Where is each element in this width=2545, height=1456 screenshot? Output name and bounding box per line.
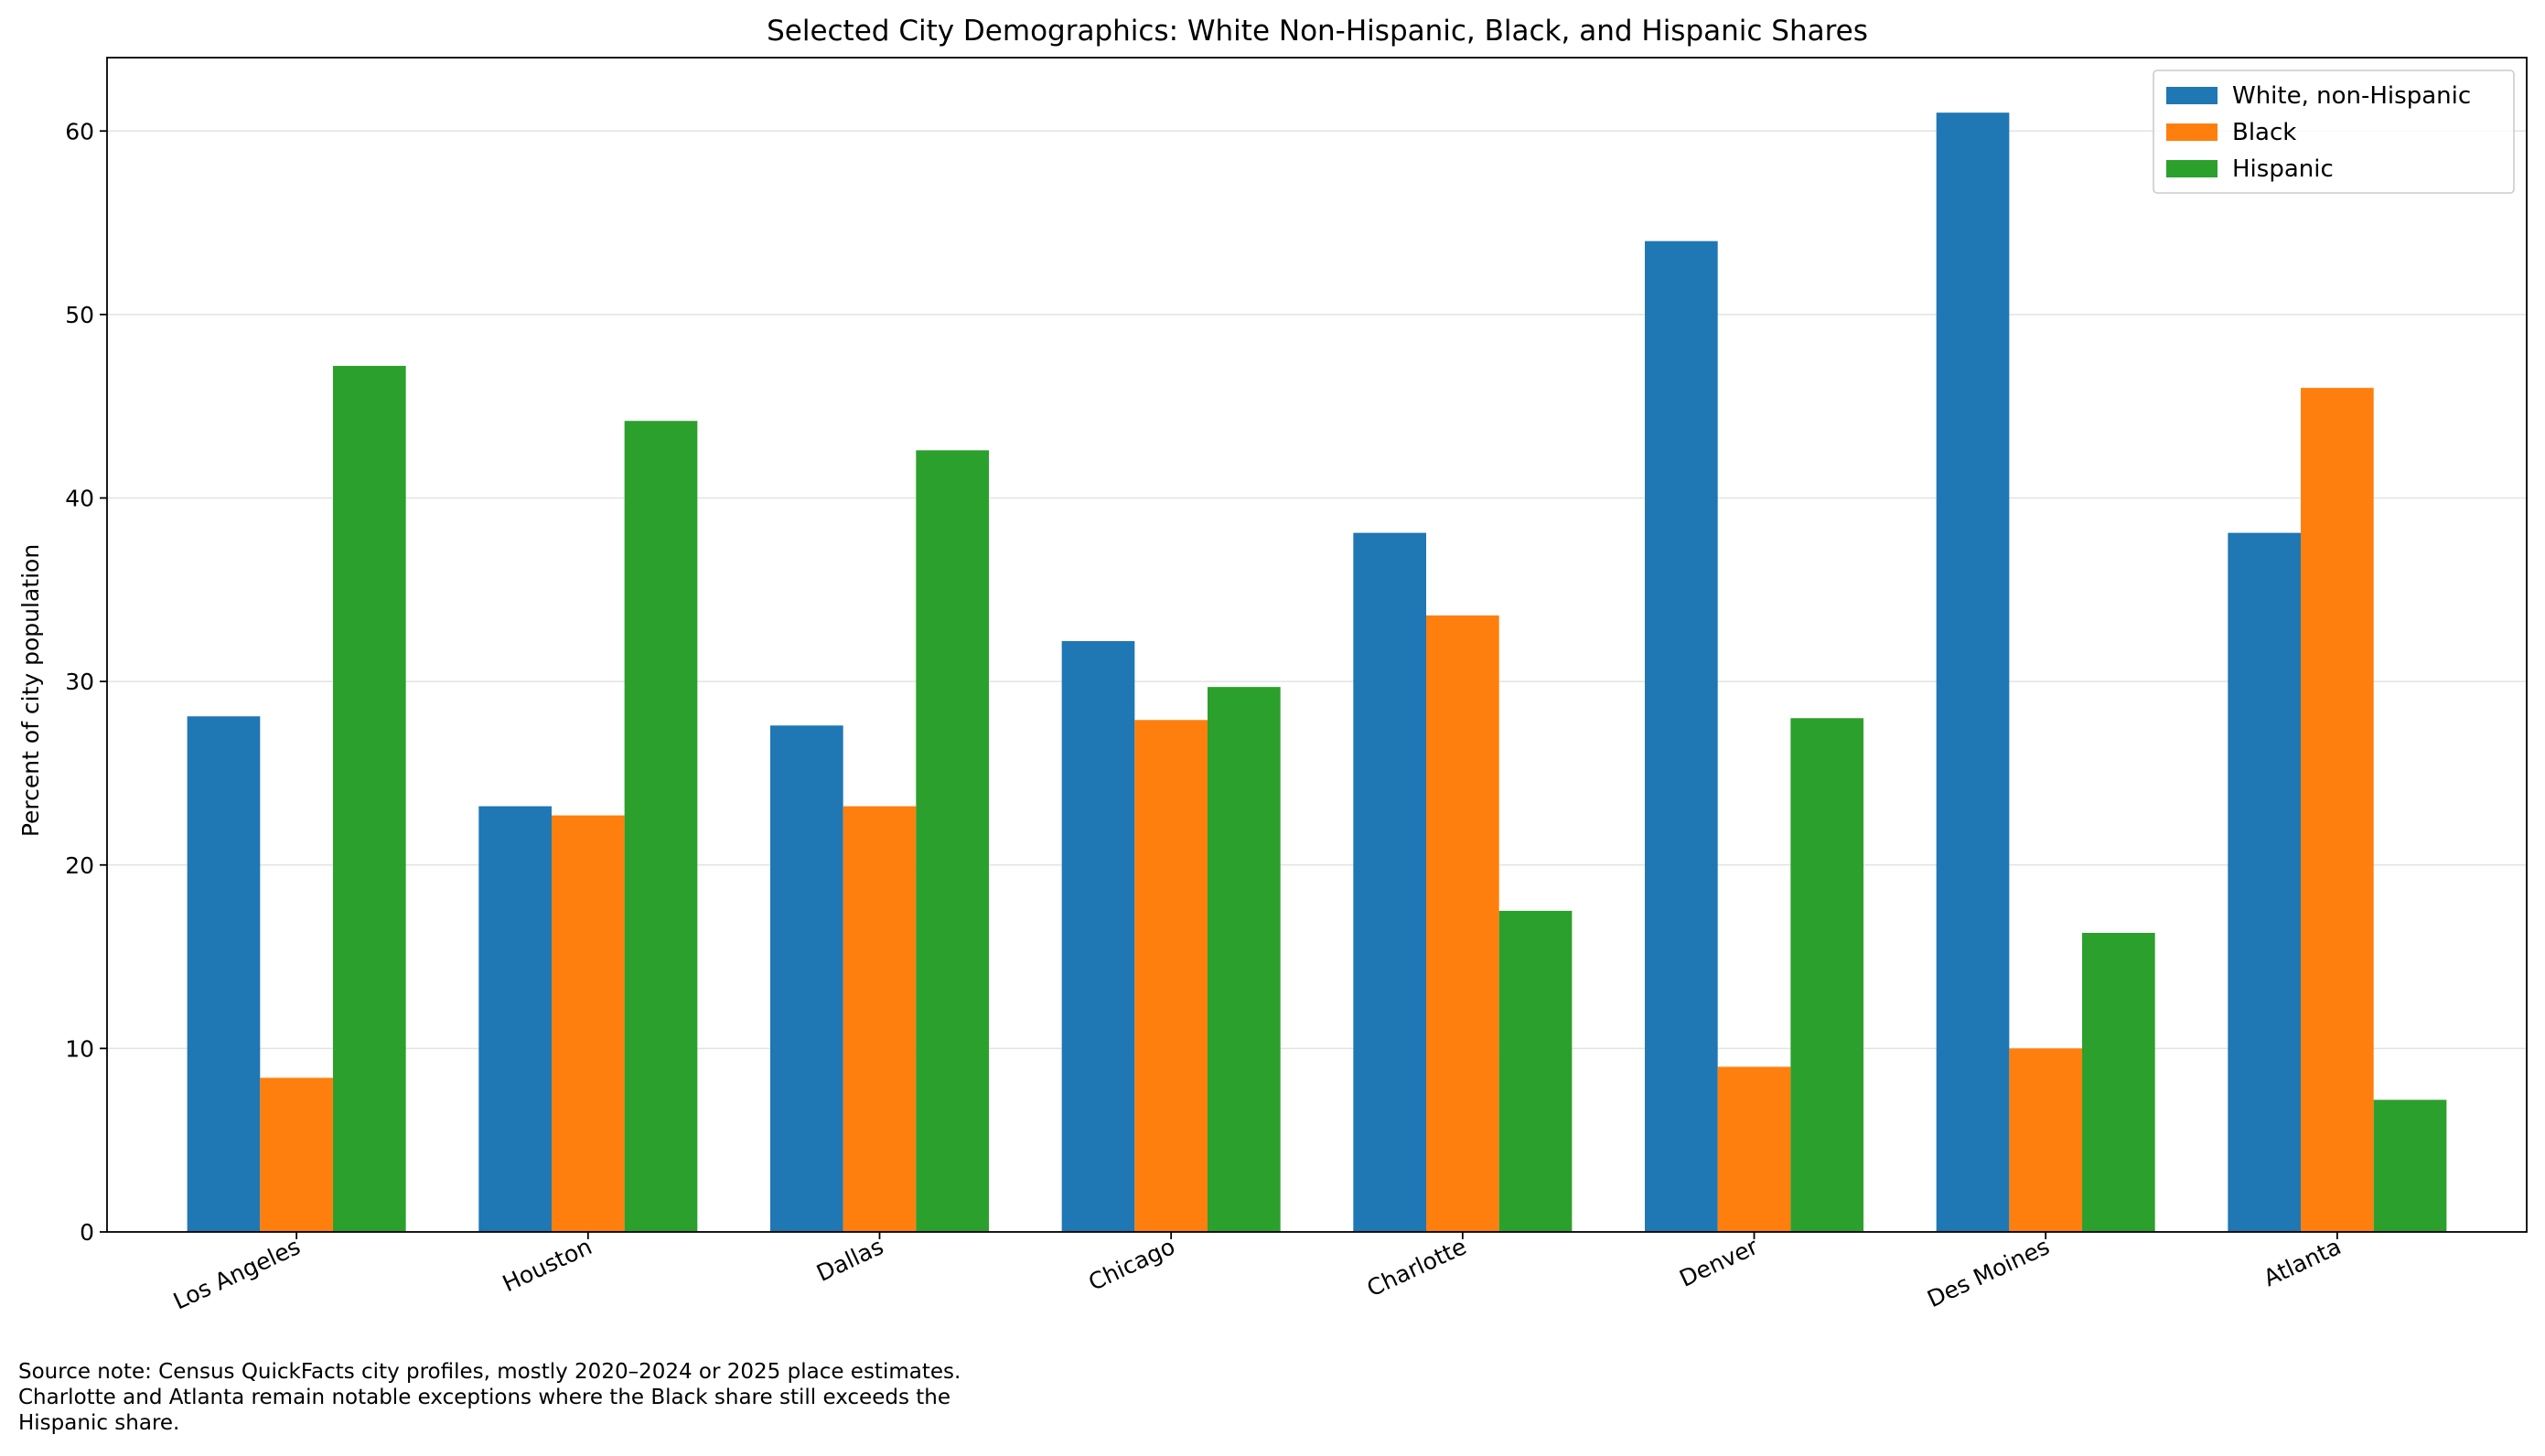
x-tick-label-des-moines: Des Moines — [1923, 1233, 2053, 1312]
y-tick-label-4: 40 — [65, 486, 94, 512]
bar-chicago-series-1 — [1134, 720, 1208, 1232]
legend-label-1: Black — [2232, 119, 2296, 146]
bar-houston-series-1 — [551, 815, 625, 1232]
source-note-line-2: Charlotte and Atlanta remain notable exc… — [18, 1386, 950, 1409]
source-note-line-1: Source note: Census QuickFacts city prof… — [18, 1360, 961, 1384]
legend-label-2: Hispanic — [2232, 155, 2334, 183]
source-note-line-3: Hispanic share. — [18, 1411, 180, 1435]
bar-charlotte-series-2 — [1498, 910, 1573, 1232]
bar-charlotte-series-1 — [1426, 615, 1499, 1232]
bar-denver-series-1 — [1717, 1066, 1791, 1232]
legend-swatch-1 — [2166, 123, 2217, 141]
y-tick-label-3: 30 — [65, 669, 94, 695]
bar-atlanta-series-0 — [2228, 532, 2302, 1232]
y-tick-label-2: 20 — [65, 852, 94, 879]
y-tick-label-0: 0 — [80, 1219, 94, 1246]
bar-houston-series-0 — [478, 806, 552, 1232]
bar-atlanta-series-2 — [2373, 1099, 2447, 1232]
x-tick-label-houston: Houston — [499, 1233, 596, 1297]
x-tick-label-atlanta: Atlanta — [2260, 1233, 2346, 1291]
legend-box — [2153, 70, 2515, 194]
bar-atlanta-series-1 — [2301, 388, 2374, 1233]
bar-denver-series-2 — [1790, 718, 1864, 1232]
y-axis-label: Percent of city population — [17, 544, 44, 837]
bar-dallas-series-1 — [843, 806, 917, 1232]
bar-charlotte-series-0 — [1353, 532, 1426, 1232]
x-tick-label-chicago: Chicago — [1084, 1233, 1178, 1296]
bar-chicago-series-2 — [1208, 687, 1281, 1232]
chart-title: Selected City Demographics: White Non-Hi… — [767, 15, 1868, 48]
y-tick-label-6: 60 — [65, 118, 94, 145]
bar-denver-series-0 — [1645, 241, 1718, 1233]
bar-chicago-series-0 — [1061, 640, 1135, 1232]
bar-los-angeles-series-2 — [332, 366, 406, 1232]
bar-des-moines-series-0 — [1936, 112, 2010, 1233]
plot-frame — [106, 57, 2528, 1233]
bars-group — [187, 112, 2447, 1233]
bar-los-angeles-series-0 — [187, 716, 261, 1232]
y-tick-label-5: 50 — [65, 302, 94, 328]
bar-dallas-series-2 — [916, 450, 989, 1233]
grid-lines — [107, 130, 2527, 1233]
bar-des-moines-series-2 — [2082, 932, 2155, 1232]
legend-swatch-2 — [2166, 160, 2217, 177]
legend: White, non-Hispanic Black Hispanic — [2153, 70, 2515, 194]
legend-swatch-0 — [2166, 87, 2217, 104]
x-tick-label-los-angeles: Los Angeles — [169, 1233, 305, 1314]
x-tick-label-dallas: Dallas — [812, 1233, 887, 1287]
bar-des-moines-series-1 — [2009, 1048, 2083, 1233]
x-tick-label-denver: Denver — [1675, 1233, 1762, 1292]
axes: 0 10 20 30 40 50 60 Los Angeles Houston Dallas Chi… — [65, 57, 2528, 1315]
bar-dallas-series-0 — [769, 725, 843, 1232]
x-tick-label-charlotte: Charlotte — [1363, 1233, 1471, 1301]
y-tick-label-1: 10 — [65, 1035, 94, 1062]
bar-los-angeles-series-1 — [260, 1077, 333, 1232]
bar-houston-series-2 — [624, 421, 698, 1232]
source-note: Source note: Census QuickFacts city prof… — [18, 1359, 1208, 1436]
legend-label-0: White, non-Hispanic — [2232, 82, 2471, 110]
